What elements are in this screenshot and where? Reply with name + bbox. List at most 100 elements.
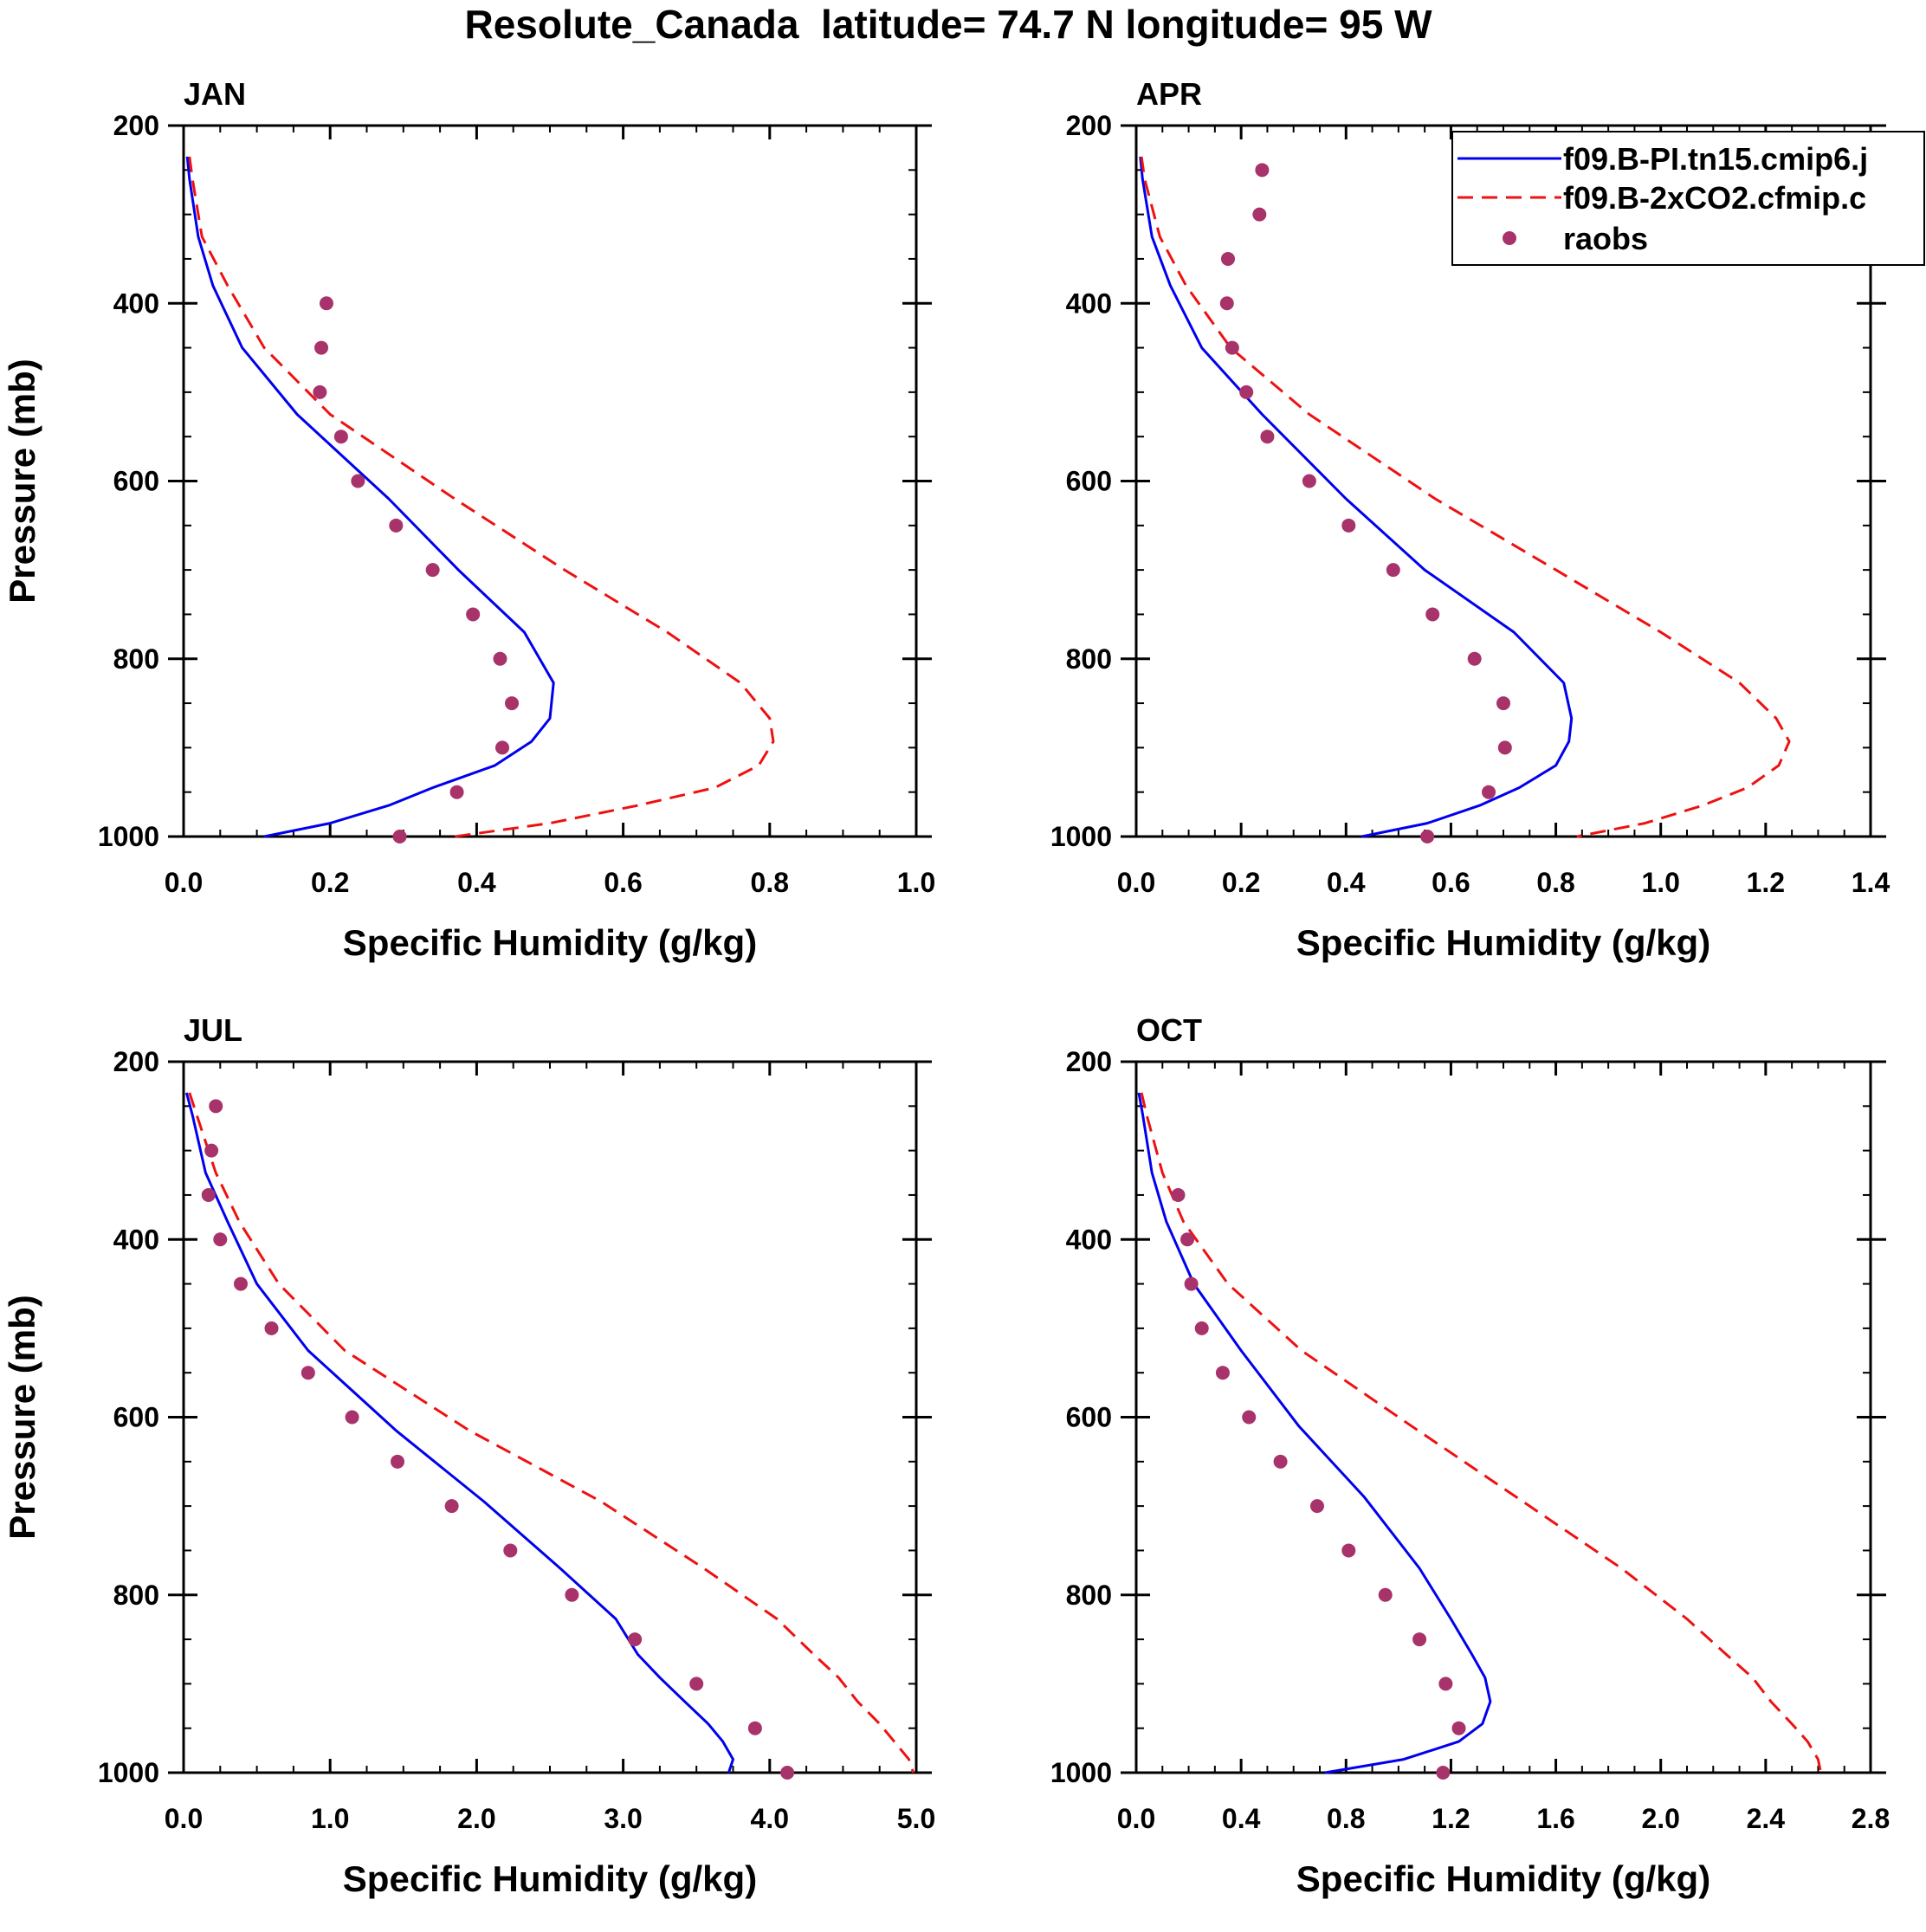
raobs-point-apr — [1341, 518, 1356, 533]
raobs-point-jan — [333, 430, 348, 444]
y-tick-label: 1000 — [98, 821, 159, 852]
raobs-point-jan — [505, 696, 520, 711]
y-axis-label-jul: Pressure (mb) — [2, 1295, 42, 1539]
model1-line-jul — [184, 1092, 734, 1774]
x-tick-label: 2.0 — [1641, 1803, 1679, 1834]
raobs-point-jan — [389, 518, 404, 533]
raobs-point-apr — [1386, 563, 1400, 578]
y-tick-label: 600 — [113, 1402, 159, 1433]
x-tick-label: 1.0 — [311, 1803, 349, 1834]
y-tick-label: 200 — [1066, 1046, 1112, 1077]
raobs-point-jan — [466, 607, 481, 622]
y-tick-label: 1000 — [98, 1757, 159, 1788]
raobs-point-apr — [1221, 251, 1235, 266]
model2-line-jan — [188, 156, 775, 838]
legend-label-model1: f09.B-PI.tn15.cmip6.j — [1563, 141, 1868, 177]
y-tick-label: 800 — [113, 643, 159, 675]
raobs-point-jan — [314, 340, 329, 355]
plot-frame-jan — [182, 124, 918, 838]
x-tick-label: 0.6 — [604, 867, 642, 898]
raobs-point-jan — [495, 740, 510, 755]
x-tick-label: 0.0 — [165, 1803, 203, 1834]
raobs-point-apr — [1425, 607, 1440, 622]
raobs-point-apr — [1252, 207, 1267, 222]
y-tick-label: 200 — [113, 1046, 159, 1077]
x-tick-label: 1.6 — [1536, 1803, 1574, 1834]
raobs-point-apr — [1420, 830, 1435, 843]
x-axis-label-apr: Specific Humidity (g/kg) — [1296, 922, 1710, 963]
raobs-point-oct — [1309, 1499, 1324, 1514]
x-tick-label: 2.0 — [457, 1803, 495, 1834]
raobs-point-jul — [565, 1587, 579, 1602]
x-axis-label-oct: Specific Humidity (g/kg) — [1296, 1858, 1710, 1899]
model1-line-jan — [185, 156, 555, 838]
raobs-point-jan — [313, 384, 327, 399]
raobs-point-oct — [1171, 1187, 1186, 1202]
x-tick-label: 0.0 — [165, 867, 203, 898]
raobs-point-jul — [301, 1366, 315, 1380]
panel-apr: APR 0.0 0.2 0.4 0.6 0.8 1.0 1.2 1.4 200 400 600 800 1… — [1050, 76, 1890, 963]
y-tick-label: 400 — [113, 288, 159, 319]
raobs-point-jul — [233, 1276, 248, 1291]
panel-jan: JAN 0.0 0.2 0.4 0.6 0.8 1.0 200 400 600 800 1000 Spe… — [2, 76, 935, 963]
raobs-point-jul — [345, 1410, 359, 1425]
y-tick-label: 400 — [1066, 288, 1112, 319]
raobs-point-oct — [1451, 1721, 1466, 1735]
raobs-point-jan — [449, 785, 464, 799]
model2-line-jul — [188, 1092, 915, 1774]
raobs-point-jan — [351, 474, 365, 488]
model2-line-apr — [1140, 156, 1791, 838]
y-tick-label: 200 — [1066, 110, 1112, 141]
y-tick-label: 1000 — [1050, 1757, 1112, 1788]
x-tick-label: 0.8 — [1536, 867, 1574, 898]
y-tick-label: 800 — [1066, 1580, 1112, 1611]
legend-marker-raobs — [1503, 231, 1516, 245]
raobs-point-apr — [1219, 296, 1234, 311]
x-tick-label: 2.4 — [1747, 1803, 1786, 1834]
raobs-point-jan — [425, 563, 440, 578]
raobs-point-apr — [1255, 163, 1270, 178]
x-tick-label: 3.0 — [604, 1803, 642, 1834]
x-tick-label: 0.4 — [1222, 1803, 1261, 1834]
x-tick-label: 5.0 — [897, 1803, 935, 1834]
raobs-point-jul — [213, 1232, 228, 1247]
y-axis-label-jan: Pressure (mb) — [2, 359, 42, 603]
raobs-point-jul — [204, 1143, 219, 1158]
raobs-point-jul — [391, 1454, 405, 1469]
y-tick-label: 400 — [1066, 1224, 1112, 1255]
x-tick-label: 1.2 — [1432, 1803, 1470, 1834]
y-tick-label: 600 — [1066, 466, 1112, 497]
model1-line-oct — [1137, 1092, 1492, 1774]
x-tick-label: 1.0 — [1641, 867, 1679, 898]
x-tick-label: 0.4 — [1327, 867, 1366, 898]
raobs-point-oct — [1378, 1587, 1393, 1602]
raobs-point-jan — [392, 830, 407, 843]
raobs-point-oct — [1180, 1232, 1195, 1247]
raobs-point-apr — [1225, 340, 1239, 355]
x-tick-label: 0.6 — [1432, 867, 1470, 898]
y-tick-label: 600 — [1066, 1402, 1112, 1433]
x-tick-label: 0.0 — [1117, 867, 1155, 898]
x-axis-label-jul: Specific Humidity (g/kg) — [343, 1858, 757, 1899]
raobs-point-oct — [1184, 1276, 1199, 1291]
panel-title-apr: APR — [1136, 76, 1202, 112]
y-tick-label: 800 — [1066, 643, 1112, 675]
raobs-point-jul — [689, 1677, 704, 1691]
x-tick-label: 4.0 — [751, 1803, 789, 1834]
raobs-point-oct — [1242, 1410, 1257, 1425]
x-tick-label: 0.8 — [1327, 1803, 1365, 1834]
raobs-point-oct — [1438, 1677, 1453, 1691]
panel-jul: JUL 0.0 1.0 2.0 3.0 4.0 5.0 200 400 600 800 1000 Spe… — [2, 1012, 935, 1899]
y-tick-label: 600 — [113, 466, 159, 497]
panel-oct: OCT 0.0 0.4 0.8 1.2 1.6 2.0 2.4 2.8 200 400 600 800 1… — [1050, 1012, 1890, 1899]
raobs-point-jul — [209, 1099, 223, 1114]
figure-title: Resolute_Canada latitude= 74.7 N longitu… — [464, 2, 1432, 47]
plot-frame-jul — [182, 1060, 918, 1774]
raobs-point-apr — [1302, 474, 1316, 488]
raobs-point-jul — [628, 1632, 643, 1647]
x-tick-label: 0.0 — [1117, 1803, 1155, 1834]
raobs-point-apr — [1467, 651, 1482, 666]
raobs-point-oct — [1412, 1632, 1427, 1647]
x-tick-label: 1.2 — [1747, 867, 1785, 898]
raobs-point-oct — [1194, 1321, 1209, 1335]
